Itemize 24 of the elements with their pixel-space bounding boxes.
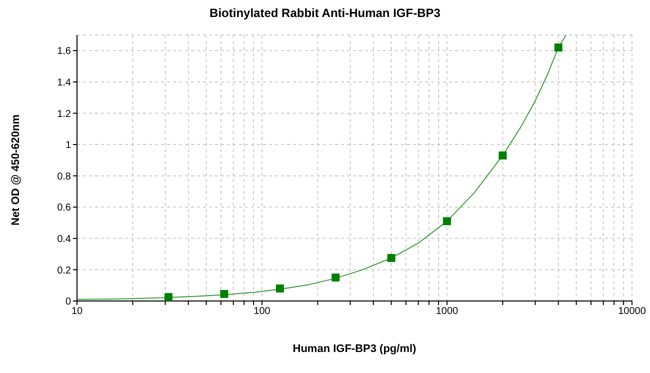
- point: [332, 274, 340, 282]
- point: [164, 293, 173, 301]
- y-tick-label: 0.6: [57, 202, 72, 214]
- x-tick-label: 100: [254, 306, 271, 318]
- point: [554, 44, 562, 52]
- x-tick-label: 1000: [436, 306, 459, 318]
- y-tick-label: 1: [65, 140, 72, 152]
- y-tick-label: 0.4: [57, 234, 72, 245]
- x-tick-label: 10: [71, 306, 83, 318]
- y-tick-label: 1.6: [57, 46, 72, 58]
- point: [498, 151, 507, 160]
- point: [387, 254, 396, 262]
- point: [443, 217, 451, 226]
- x-axis-title: Human IGF-BP3 (pg/ml): [292, 343, 418, 355]
- point: [276, 284, 284, 292]
- point: [220, 290, 228, 298]
- y-tick-label: 1.2: [57, 108, 72, 120]
- y-tick-label: 0.2: [57, 265, 72, 276]
- y-axis-title: Net OD @ 450-620nm: [10, 114, 22, 226]
- chart-title: Biotinylated Rabbit Anti-Human IGF-BP3: [208, 6, 442, 20]
- y-tick-label: 1.4: [57, 77, 72, 88]
- y-tick-label: 0: [65, 296, 72, 308]
- x-tick-label: 10000: [618, 306, 646, 318]
- y-tick-label: 0.8: [57, 171, 72, 182]
